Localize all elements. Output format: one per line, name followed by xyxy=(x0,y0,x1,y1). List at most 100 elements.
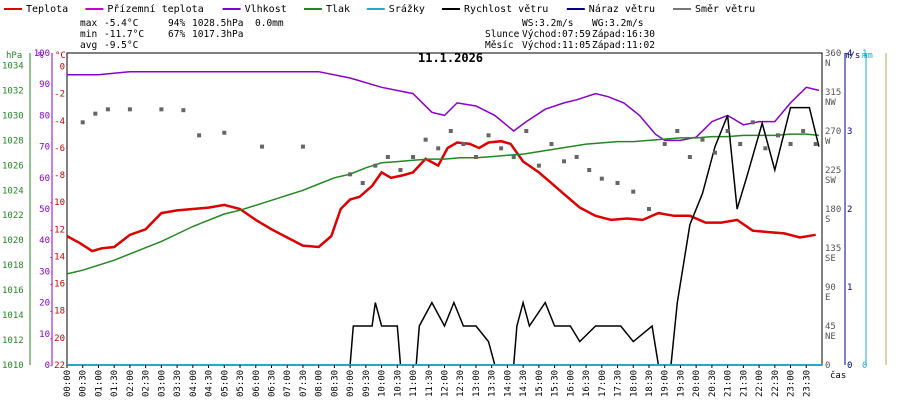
rain-tick-0: 1 xyxy=(862,49,867,59)
temp-tick-6: -12 xyxy=(49,225,65,235)
stats-max-temp: -5.4°C xyxy=(104,18,138,29)
time-tick-28: 14:00 xyxy=(503,370,513,397)
temp-tick-8: -16 xyxy=(49,280,65,290)
wind-dir-point-39 xyxy=(725,129,730,133)
wind-dir-point-10 xyxy=(348,172,353,177)
humidity-unit: % xyxy=(38,51,44,61)
wind-dir-point-35 xyxy=(675,129,680,133)
dir-tick-name-0: N xyxy=(825,59,830,69)
wind-dir-point-9 xyxy=(300,144,305,149)
series-line-rychlost-větru xyxy=(67,106,820,366)
time-tick-21: 10:30 xyxy=(393,370,403,397)
time-tick-6: 03:00 xyxy=(157,370,167,397)
series-line-vlhkost xyxy=(67,70,820,142)
dir-tick-deg-0: 360 xyxy=(825,49,841,59)
rain-tick-1: 0 xyxy=(862,361,867,371)
temp-tick-4: -8 xyxy=(54,171,65,181)
dir-tick-name-5: SE xyxy=(825,254,836,264)
temp-tick-1: -2 xyxy=(54,90,65,100)
time-tick-42: 21:00 xyxy=(724,370,734,397)
stats-min-pres: 1017.3hPa xyxy=(192,29,243,40)
time-tick-27: 13:30 xyxy=(488,370,498,397)
wind-dir-point-40 xyxy=(738,142,743,146)
pressure-tick-12: 1010 xyxy=(2,361,24,371)
time-tick-29: 14:30 xyxy=(519,370,529,397)
humidity-tick-3: 70 xyxy=(39,143,50,153)
temp-tick-3: -6 xyxy=(54,144,65,154)
time-axis: 00:00 00:30 01:00 01:30 02:00 02:30 03:00 03:30… xyxy=(63,365,812,397)
wind-dir-point-42 xyxy=(763,146,768,151)
time-tick-47: 23:30 xyxy=(802,370,812,397)
humidity-tick-10: 0 xyxy=(45,361,50,371)
time-tick-1: 00:30 xyxy=(79,370,89,397)
time-tick-9: 04:30 xyxy=(205,370,215,397)
time-tick-17: 08:30 xyxy=(330,370,340,397)
legend-label-7: Směr větru xyxy=(695,3,755,15)
humidity-tick-0: 100 xyxy=(34,49,50,59)
humidity-tick-4: 60 xyxy=(39,174,50,184)
dir-tick-name-4: S xyxy=(825,215,830,225)
time-tick-33: 16:30 xyxy=(582,370,592,397)
wind-dir-point-12 xyxy=(373,163,378,168)
wind-dir-point-11 xyxy=(360,181,365,185)
wind-unit: m/s xyxy=(844,51,860,61)
temp-tick-10: -20 xyxy=(49,334,65,344)
time-tick-37: 18:30 xyxy=(645,370,655,397)
time-tick-35: 17:30 xyxy=(614,370,624,397)
stats-min-temp: -11.7°C xyxy=(104,29,144,40)
humidity-tick-8: 20 xyxy=(39,299,50,309)
time-tick-25: 12:30 xyxy=(456,370,466,397)
dir-tick-deg-2: 270 xyxy=(825,127,841,137)
temp-tick-2: -4 xyxy=(54,117,65,127)
time-tick-4: 02:00 xyxy=(126,370,136,397)
time-tick-12: 06:00 xyxy=(252,370,262,397)
pressure-tick-11: 1012 xyxy=(2,336,24,346)
time-tick-45: 22:30 xyxy=(771,370,781,397)
pressure-unit: hPa xyxy=(6,51,22,61)
sun-label: Slunce xyxy=(485,29,520,40)
stats-max-label: max xyxy=(80,18,97,29)
temp-tick-11: -22 xyxy=(49,361,65,371)
time-tick-13: 06:30 xyxy=(267,370,277,397)
wind-tick-3: 1 xyxy=(847,283,852,293)
time-tick-7: 03:30 xyxy=(173,370,183,397)
wind-dir-point-37 xyxy=(700,137,705,142)
time-tick-19: 09:30 xyxy=(362,370,372,397)
left-axes: 1034103210301028102610241022102010181016… xyxy=(2,49,68,371)
moon-rise: Východ:11:05 xyxy=(522,40,591,51)
wind-dir-point-43 xyxy=(775,133,780,138)
wind-dir-point-21 xyxy=(486,133,491,138)
temp-unit: °C xyxy=(55,51,66,61)
wind-dir-point-38 xyxy=(713,150,718,155)
wind-dir-point-7 xyxy=(222,130,227,135)
humidity-tick-9: 10 xyxy=(39,330,50,340)
series-line-teplota xyxy=(66,139,816,253)
wind-dir-point-8 xyxy=(260,144,265,149)
wind-tick-1: 3 xyxy=(847,127,852,137)
time-tick-26: 13:00 xyxy=(472,370,482,397)
wind-dir-point-25 xyxy=(536,163,541,168)
stats-avg-temp: -9.5°C xyxy=(104,40,138,51)
wind-dir-point-44 xyxy=(788,142,793,146)
humidity-tick-1: 90 xyxy=(39,80,50,90)
stats-max-hum: 94% xyxy=(168,18,185,29)
temp-tick-5: -10 xyxy=(49,198,65,208)
wind-dir-point-6 xyxy=(197,133,202,138)
legend-label-3: Tlak xyxy=(326,4,350,15)
pressure-tick-1: 1032 xyxy=(2,86,24,96)
wind-dir-point-29 xyxy=(587,168,592,172)
time-tick-16: 08:00 xyxy=(315,370,325,397)
wind-dir-point-18 xyxy=(448,129,453,133)
pressure-tick-0: 1034 xyxy=(2,61,24,71)
wind-dir-point-17 xyxy=(436,146,441,151)
time-tick-3: 01:30 xyxy=(110,370,120,397)
wind-dir-point-45 xyxy=(801,129,806,133)
wind-dir-point-16 xyxy=(423,137,428,142)
wind-dir-point-23 xyxy=(511,155,516,159)
wind-dir-point-46 xyxy=(813,142,818,146)
legend-label-4: Srážky xyxy=(389,3,425,15)
dir-tick-deg-8: 0 xyxy=(825,361,830,371)
time-tick-23: 11:30 xyxy=(425,370,435,397)
